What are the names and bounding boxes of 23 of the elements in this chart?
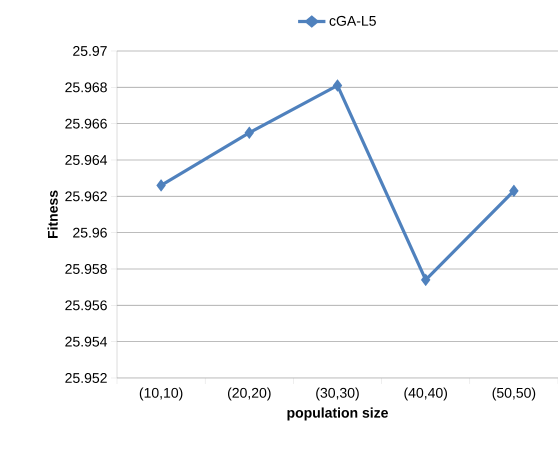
x-tick-label: (40,40) <box>404 388 447 401</box>
y-axis-title: Fitness <box>48 190 58 238</box>
x-tick-label: (10,10) <box>140 388 182 401</box>
y-tick-label: 25.962 <box>65 191 107 202</box>
point <box>156 179 166 192</box>
point <box>244 126 254 139</box>
y-tick-label: 25.97 <box>73 46 107 56</box>
point <box>420 274 430 286</box>
x-axis-title: population size <box>287 407 388 420</box>
y-tick-label: 25.966 <box>65 118 107 129</box>
legend-label: cGA-L5 <box>330 16 376 26</box>
x-tick-label: (30,30) <box>316 388 359 401</box>
y-tick-label: 25.958 <box>65 264 107 274</box>
x-tick-label: (50,50) <box>492 388 536 401</box>
point <box>509 184 519 198</box>
y-tick-label: 25.96 <box>73 228 107 238</box>
y-tick-label: 25.964 <box>65 155 108 165</box>
y-tick-label: 25.956 <box>65 300 107 310</box>
y-tick-label: 25.954 <box>65 336 108 347</box>
y-tick-label: 25.952 <box>65 373 107 383</box>
x-tick-label: (20,20) <box>228 388 271 401</box>
point <box>332 79 342 92</box>
y-tick-label: 25.968 <box>65 82 107 92</box>
